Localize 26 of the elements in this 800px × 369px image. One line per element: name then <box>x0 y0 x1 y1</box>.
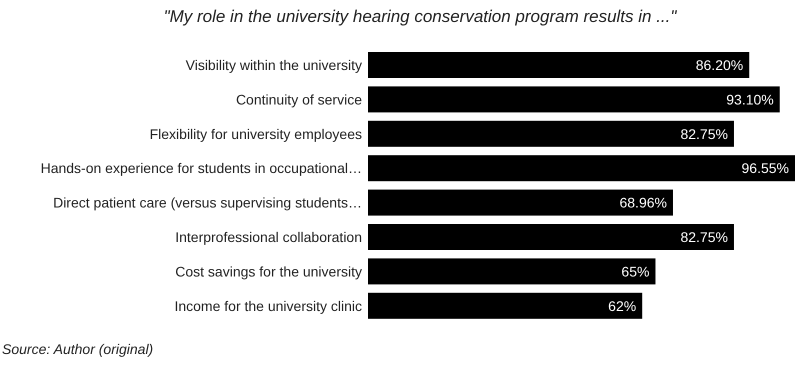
y-tick-label: Visibility within the university <box>186 57 362 73</box>
data-label: 82.75% <box>680 126 728 142</box>
bar <box>368 258 656 284</box>
data-label: 82.75% <box>680 229 728 245</box>
y-tick-label: Flexibility for university employees <box>150 126 362 142</box>
data-label: 68.96% <box>619 194 667 211</box>
y-tick-label: Continuity of service <box>236 91 362 108</box>
chart-title: "My role in the university hearing conservation program results in ..." <box>164 7 678 26</box>
y-tick-label: Direct patient care (versus supervising students… <box>53 194 362 211</box>
data-label: 93.10% <box>726 91 774 108</box>
bar <box>368 224 734 250</box>
data-label: 96.55% <box>742 160 789 176</box>
bar <box>368 190 673 216</box>
source-note: Source: Author (original) <box>2 341 154 357</box>
y-tick-label: Income for the university clinic <box>174 298 362 314</box>
bar <box>368 86 780 112</box>
bar <box>368 292 642 319</box>
bar <box>368 120 734 147</box>
y-tick-label: Hands-on experience for students in occupational… <box>40 160 362 176</box>
y-tick-label: Interprofessional collaboration <box>175 229 362 245</box>
bar <box>368 155 795 182</box>
y-tick-label: Cost savings for the university <box>175 263 362 280</box>
data-label: 62% <box>608 298 636 314</box>
bar <box>368 52 750 78</box>
data-label: 65% <box>621 263 650 280</box>
data-label: 86.20% <box>696 57 744 73</box>
